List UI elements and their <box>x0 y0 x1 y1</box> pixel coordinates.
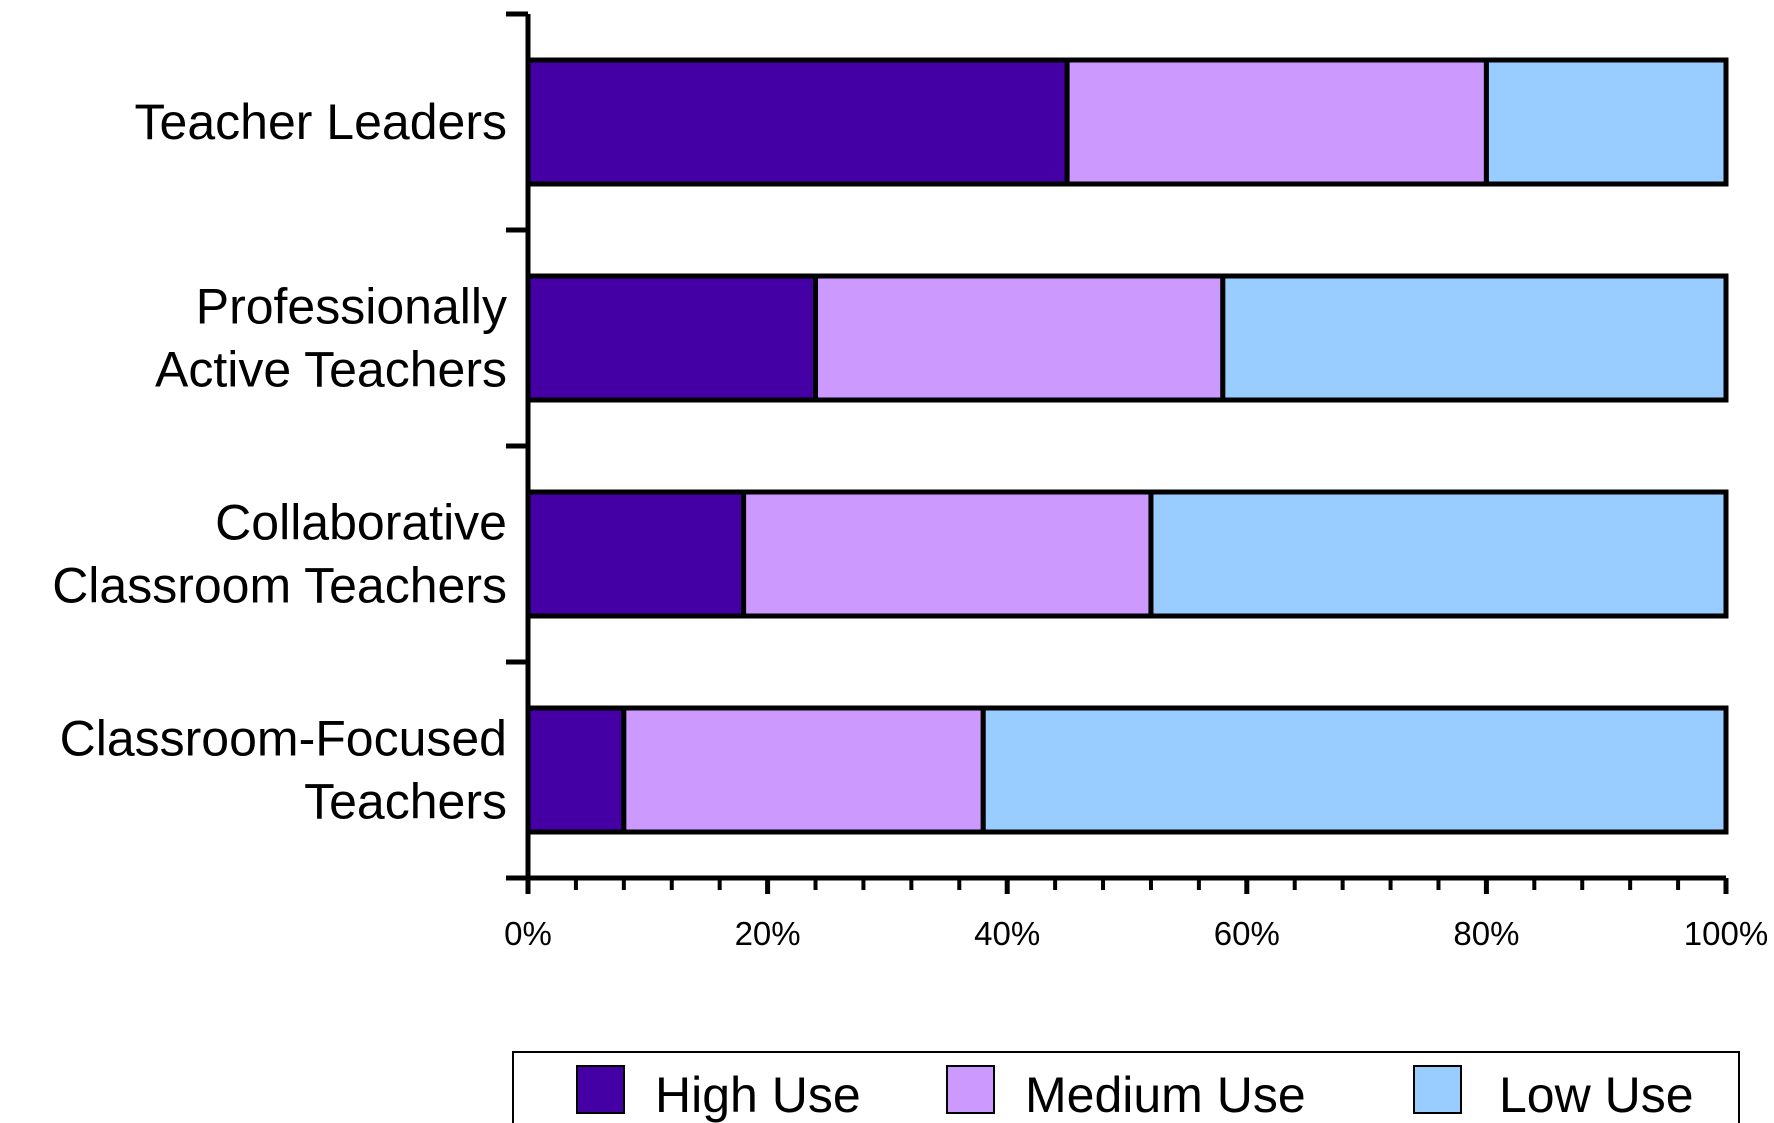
bar-segment-medium-use-0 <box>1064 57 1489 187</box>
legend-label-low-use: Low Use <box>1499 1067 1694 1123</box>
bar-segment-low-use-0 <box>1483 57 1729 187</box>
category-label: Teacher Leaders <box>135 94 507 150</box>
bars-group <box>525 57 1729 835</box>
legend: High Use Medium Use Low Use <box>512 1051 1740 1123</box>
x-tick-label: 20% <box>735 915 801 952</box>
legend-label-medium-use: Medium Use <box>1025 1067 1306 1123</box>
x-tick-label: 100% <box>1684 915 1768 952</box>
x-tick-label: 40% <box>974 915 1040 952</box>
bar-segment-high-use-3 <box>525 705 627 835</box>
x-tick-label: 60% <box>1214 915 1280 952</box>
bar-segment-high-use-0 <box>525 57 1070 187</box>
bar-segment-medium-use-2 <box>741 489 1154 619</box>
category-labels: Teacher Leaders Professionally Active Teac… <box>52 94 507 830</box>
legend-label-high-use: High Use <box>655 1067 861 1123</box>
bar-segment-low-use-1 <box>1220 273 1729 403</box>
axes-group: 0% 20% 40% 60% 80% 100% <box>504 11 1768 952</box>
legend-swatch-high-use <box>576 1065 625 1114</box>
legend-swatch-medium-use <box>946 1065 995 1114</box>
category-label: Professionally Active Teachers <box>155 279 507 398</box>
x-tick-label: 80% <box>1453 915 1519 952</box>
bar-segment-high-use-2 <box>525 489 747 619</box>
bar-segment-medium-use-3 <box>621 705 986 835</box>
bar-segment-high-use-1 <box>525 273 819 403</box>
category-label: Classroom-Focused Teachers <box>60 711 507 830</box>
bar-segment-low-use-2 <box>1148 489 1729 619</box>
legend-swatch-low-use <box>1413 1065 1462 1114</box>
x-tick-label: 0% <box>504 915 552 952</box>
legend-box <box>512 1051 1740 1123</box>
bar-segment-low-use-3 <box>980 705 1729 835</box>
bar-segment-medium-use-1 <box>813 273 1226 403</box>
category-label: Collaborative Classroom Teachers <box>52 495 507 614</box>
